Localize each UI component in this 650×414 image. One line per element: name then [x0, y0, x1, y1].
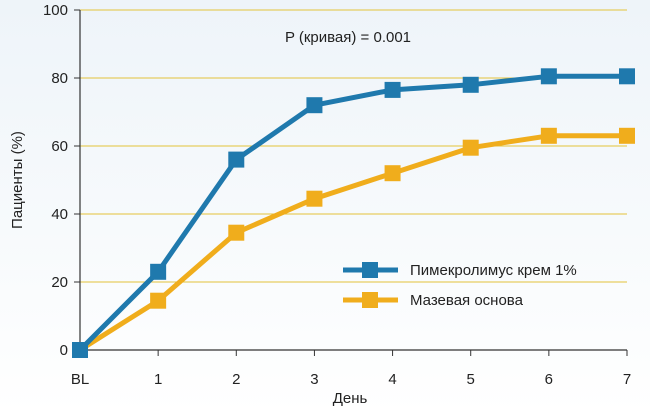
series-line-ointment-base	[77, 133, 630, 353]
data-point-ointment-base-3	[306, 190, 323, 207]
data-point-pimecrolimus-7	[619, 68, 635, 85]
data-point-pimecrolimus-4	[384, 81, 401, 98]
x-tick-label-6: 6	[545, 371, 553, 388]
y-tick-label-40: 40	[51, 206, 68, 223]
p-value-annotation: P (кривая) = 0.001	[285, 29, 411, 46]
y-axis-title: Пациенты (%)	[9, 131, 26, 229]
x-tick-label-BL: BL	[71, 371, 89, 388]
x-tick-labels: BL 1 2 3 4 5 6 7	[71, 371, 631, 388]
legend-item-ointment-base: Мазевая основа	[343, 292, 524, 309]
data-point-ointment-base-7	[619, 127, 635, 144]
x-tick-label-7: 7	[623, 371, 631, 388]
x-tick-label-4: 4	[388, 371, 396, 388]
y-tick-label-60: 60	[51, 138, 68, 155]
legend-swatch-marker-pimecrolimus	[362, 262, 378, 278]
legend-item-pimecrolimus: Пимекролимус крем 1%	[343, 262, 577, 279]
series-line-pimecrolimus	[77, 73, 630, 353]
data-point-pimecrolimus-5	[462, 76, 479, 93]
x-tick-label-3: 3	[310, 371, 318, 388]
y-tick-label-100: 100	[43, 2, 68, 19]
x-axis-title: День	[333, 390, 368, 407]
y-tick-label-80: 80	[51, 70, 68, 87]
series-pimecrolimus	[72, 68, 635, 358]
x-tick-label-1: 1	[154, 371, 162, 388]
legend-swatch-marker-ointment-base	[362, 292, 378, 308]
legend-label-ointment-base: Мазевая основа	[410, 292, 524, 309]
data-point-pimecrolimus-3	[306, 97, 323, 114]
data-point-pimecrolimus-1	[150, 263, 167, 280]
data-point-pimecrolimus-2	[228, 151, 245, 168]
data-point-ointment-base-5	[462, 139, 479, 156]
y-tick-label-20: 20	[51, 274, 68, 291]
y-tick-labels: 0 20 40 60 80 100	[43, 2, 68, 359]
data-point-pimecrolimus-BL	[72, 342, 88, 358]
series-ointment-base	[72, 127, 635, 358]
data-point-ointment-base-4	[384, 165, 401, 182]
data-point-pimecrolimus-6	[540, 68, 557, 85]
x-tick-label-5: 5	[467, 371, 475, 388]
series	[72, 68, 635, 358]
y-tick-label-0: 0	[60, 342, 68, 359]
data-point-ointment-base-2	[228, 224, 245, 241]
data-point-ointment-base-6	[540, 127, 557, 144]
data-point-ointment-base-1	[150, 292, 167, 309]
legend-label-pimecrolimus: Пимекролимус крем 1%	[410, 262, 577, 279]
gridlines	[80, 9, 627, 283]
legend: Пимекролимус крем 1% Мазевая основа	[343, 262, 577, 309]
x-tick-label-2: 2	[232, 371, 240, 388]
